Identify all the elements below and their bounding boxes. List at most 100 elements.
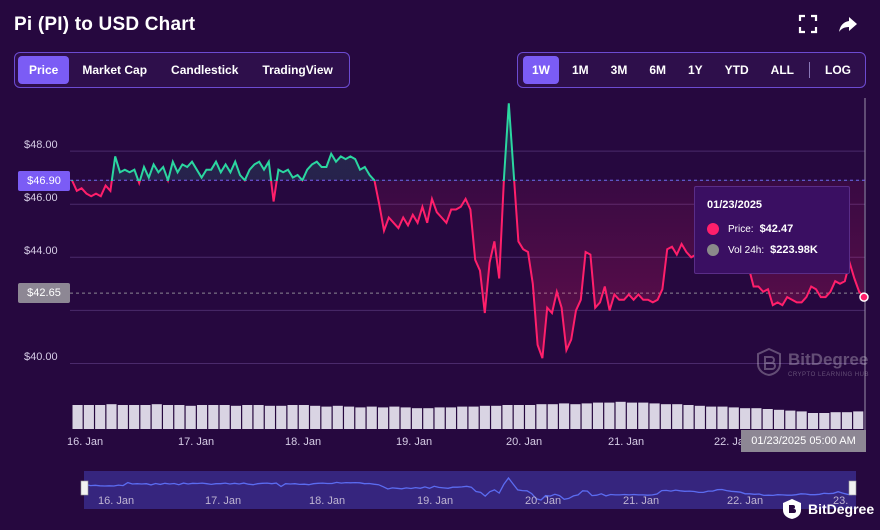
navigator-label: 20. Jan [525,495,562,507]
navigator-label: 18. Jan [309,495,346,507]
volume-bar [151,404,162,429]
volume-bar [185,405,196,429]
volume-bar [264,405,275,429]
volume-bar [740,408,751,429]
navigator-handle-left [80,480,89,496]
current-price-badge: $42.65 [18,283,70,303]
volume-bar [751,408,762,429]
range-selector: 1W 1M 3M 6M 1Y YTD ALL LOG [516,52,866,88]
watermark-name: BitDegree [788,350,869,369]
volume-bar [807,413,819,429]
tooltip-price-row: Price: $42.47 [707,223,793,235]
x-tick-label: 20. Jan [506,436,543,448]
volume-bar [276,405,287,429]
volume-bar [230,405,242,429]
crosshair-time-badge: 01/23/2025 05:00 AM [741,430,866,452]
volume-bar [253,405,264,429]
chart-type-tabs: Price Market Cap Candlestick TradingView [14,52,350,88]
volume-bar [423,408,434,429]
volume-dot-icon [707,244,719,256]
volume-bar [841,412,852,429]
volume-bar [525,405,536,429]
navigator-label: 16. Jan [98,495,135,507]
volume-bar [604,402,615,429]
volume-bar [344,406,355,429]
volume-bar [219,405,230,429]
volume-bar [310,405,321,429]
last-price-marker [859,292,869,302]
volume-bar [196,405,208,429]
volume-bar [502,405,513,429]
volume-bar [242,405,253,429]
volume-bar [457,406,468,429]
volume-bar [129,405,140,429]
volume-bar [95,405,106,429]
volume-bar [355,407,366,429]
range-all[interactable]: ALL [770,63,794,77]
range-6m[interactable]: 6M [649,63,666,77]
brand-name: BitDegree [808,501,875,517]
volume-bar [683,405,694,429]
volume-bar [377,407,389,429]
x-tick-label: 19. Jan [396,436,433,448]
tooltip-volume-value: $223.98K [770,244,818,256]
volume-bar [547,404,558,429]
y-tick-label: $46.00 [24,192,58,204]
volume-bar [117,405,128,429]
volume-bar [773,409,785,429]
price-tooltip: 01/23/2025 Price: $42.47 Vol 24h: $223.9… [694,186,850,274]
volume-bar [83,405,94,429]
tooltip-volume-row: Vol 24h: $223.98K [707,244,818,256]
range-1y[interactable]: 1Y [687,63,703,77]
volume-bar [163,405,174,429]
tooltip-price-value: $42.47 [759,223,794,235]
bitdegree-shield-icon [757,347,781,377]
range-log[interactable]: LOG [825,63,851,77]
x-tick-label: 16. Jan [67,436,104,448]
navigator-label: 23. [833,495,849,507]
range-1m[interactable]: 1M [571,63,589,77]
x-tick-label: 21. Jan [608,436,645,448]
fullscreen-icon[interactable] [798,14,818,34]
bitdegree-logo-icon [783,499,801,519]
range-ytd[interactable]: YTD [724,63,749,77]
page-title: Pi (PI) to USD Chart [14,14,196,35]
volume-bar [491,405,502,429]
volume-bar [445,407,456,429]
navigator-label: 19. Jan [417,495,454,507]
volume-bar [615,401,626,429]
volume-bar [853,411,864,429]
share-icon[interactable] [838,14,858,34]
volume-bar [321,406,332,429]
volume-bar [140,405,151,429]
volume-bar [830,412,841,429]
watermark: BitDegree CRYPTO LEARNING HUB [756,347,868,381]
volume-bar [106,404,117,429]
watermark-tagline: CRYPTO LEARNING HUB [788,372,869,378]
tab-candlestick[interactable]: Candlestick [171,63,239,77]
header-actions [798,14,858,34]
tab-tradingview[interactable]: TradingView [262,63,333,77]
volume-bar [728,407,739,429]
volume-bar [581,403,592,429]
volume-bar [366,406,377,429]
tab-market-cap[interactable]: Market Cap [82,63,148,77]
tooltip-price-label: Price: [728,223,754,235]
volume-bar [592,402,604,429]
range-1w[interactable]: 1W [522,56,559,84]
volume-bar [479,405,490,429]
volume-bar [717,406,728,429]
x-tick-label: 17. Jan [178,436,215,448]
tab-price[interactable]: Price [18,56,70,84]
volume-bar [332,405,343,429]
x-tick-label: 18. Jan [285,436,322,448]
volume-bar [694,405,705,429]
navigator-label: 21. Jan [623,495,660,507]
y-tick-label: $48.00 [24,139,58,151]
volume-bar [434,407,445,429]
volume-bar [513,405,524,429]
volume-bar [796,411,807,429]
price-dot-icon [707,223,719,235]
range-3m[interactable]: 3M [610,63,628,77]
volume-bar [468,406,479,429]
